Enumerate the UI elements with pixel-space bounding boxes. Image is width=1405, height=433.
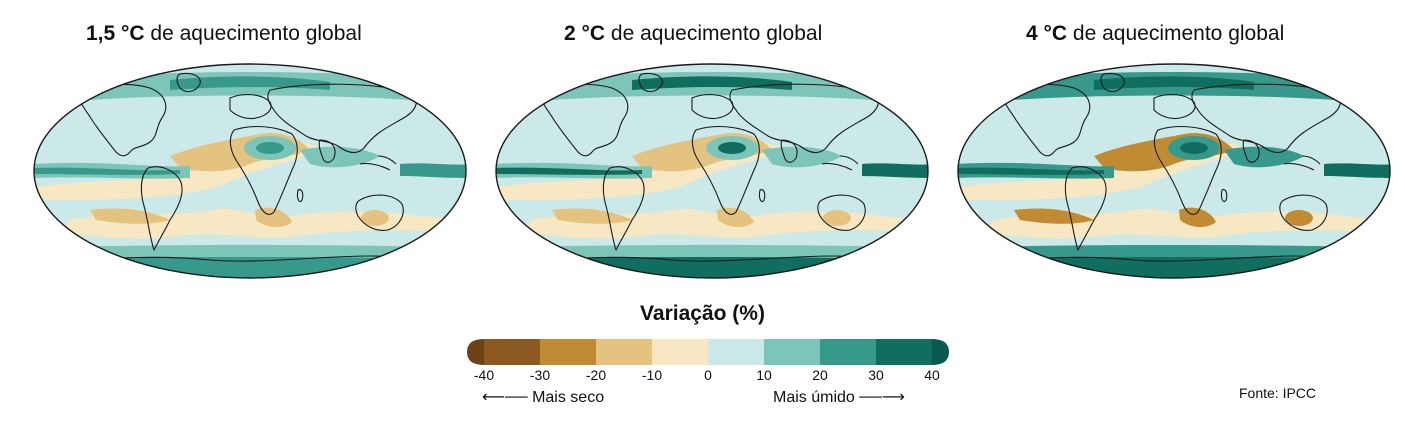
colorbar-tick-label: -30 xyxy=(529,367,551,383)
colorbar-segment xyxy=(820,339,877,365)
colorbar-tick-label: 10 xyxy=(756,367,772,383)
africa-outline xyxy=(691,125,760,215)
india-outline xyxy=(1242,139,1260,163)
south-america-outline xyxy=(602,166,645,251)
map-border xyxy=(495,63,929,279)
madagascar-outline xyxy=(1220,189,1228,203)
drier-label-group: ⟵── Mais seco xyxy=(482,387,604,407)
colorbar-tick-label: -20 xyxy=(585,367,607,383)
map-field xyxy=(496,64,928,278)
dry-zone xyxy=(1014,208,1094,224)
precipitation-map-4c xyxy=(957,63,1391,279)
colorbar-tick-label: 20 xyxy=(812,367,828,383)
north-america-outline xyxy=(78,83,167,157)
wet-band xyxy=(958,167,1104,175)
colorbar-segment xyxy=(764,339,821,365)
madagascar-outline xyxy=(296,189,304,203)
colorbar-tick-label: -40 xyxy=(473,367,495,383)
colorbar-segment xyxy=(484,339,541,365)
dry-zone xyxy=(552,208,632,224)
colorbar-cap-wet xyxy=(932,339,949,365)
wet-zone xyxy=(300,146,380,168)
europe-outline xyxy=(229,93,272,120)
wet-band xyxy=(1324,163,1390,178)
map-title-text: de aquecimento global xyxy=(144,22,362,45)
se-asia-outline xyxy=(1283,155,1321,171)
map-title-1-5c: 1,5 °C de aquecimento global xyxy=(86,22,362,46)
wet-zone xyxy=(1224,146,1304,168)
greenland-outline xyxy=(638,72,663,93)
arrow-left-icon: ⟵── xyxy=(482,389,528,406)
legend-title: Variação (%) xyxy=(640,302,765,325)
dry-zone xyxy=(1285,210,1313,226)
wetter-label-group: Mais úmido ──⟶ xyxy=(773,387,905,407)
map-title-2c: 2 °C de aquecimento global xyxy=(564,22,822,46)
map-field xyxy=(958,64,1390,278)
precipitation-map-2c xyxy=(495,63,929,279)
colorbar-tick-label: -10 xyxy=(641,367,663,383)
greenland-outline xyxy=(1100,72,1125,93)
australia-outline xyxy=(1279,194,1328,231)
africa-outline xyxy=(229,125,298,215)
map-title-temp: 4 °C xyxy=(1026,22,1068,45)
india-outline xyxy=(318,139,336,163)
colorbar-segment xyxy=(540,339,597,365)
north-america-outline xyxy=(540,83,629,157)
dry-zone xyxy=(361,210,389,226)
wetter-label: Mais úmido xyxy=(773,389,855,406)
dry-zone xyxy=(823,210,851,226)
madagascar-outline xyxy=(758,189,766,203)
africa-outline xyxy=(1153,125,1222,215)
map-title-4c: 4 °C de aquecimento global xyxy=(1026,22,1284,46)
colorbar-tick-label: 40 xyxy=(924,367,940,383)
se-asia-outline xyxy=(359,155,397,171)
colorbar-cap-dry xyxy=(467,339,484,365)
wet-band xyxy=(400,163,466,178)
colorbar-segment xyxy=(596,339,653,365)
map-title-text: de aquecimento global xyxy=(605,22,823,45)
wet-band xyxy=(34,167,180,175)
map-border xyxy=(957,63,1391,279)
dry-zone xyxy=(90,208,170,224)
map-field xyxy=(34,64,466,278)
india-outline xyxy=(780,139,798,163)
wet-band xyxy=(496,167,642,175)
arrow-right-icon: ──⟶ xyxy=(859,389,905,406)
map-title-text: de aquecimento global xyxy=(1067,22,1285,45)
wet-zone xyxy=(718,142,746,154)
precipitation-map-1-5c xyxy=(33,63,467,279)
wet-band xyxy=(862,163,928,178)
se-asia-outline xyxy=(821,155,859,171)
europe-outline xyxy=(691,93,734,120)
south-america-outline xyxy=(140,166,183,251)
drier-label: Mais seco xyxy=(532,389,605,406)
greenland-outline xyxy=(176,72,201,93)
wet-zone xyxy=(762,146,842,168)
australia-outline xyxy=(355,194,404,231)
wet-zone xyxy=(256,142,284,154)
colorbar-segment xyxy=(876,339,933,365)
north-america-outline xyxy=(1002,83,1091,157)
map-title-temp: 1,5 °C xyxy=(86,22,145,45)
south-america-outline xyxy=(1064,166,1107,251)
colorbar xyxy=(467,339,949,365)
source-label: Fonte: IPCC xyxy=(1239,385,1317,401)
colorbar-segment xyxy=(652,339,709,365)
colorbar-segment xyxy=(708,339,765,365)
australia-outline xyxy=(817,194,866,231)
map-border xyxy=(33,63,467,279)
europe-outline xyxy=(1153,93,1196,120)
colorbar-tick-label: 30 xyxy=(868,367,884,383)
wet-zone xyxy=(1180,142,1208,154)
colorbar-tick-label: 0 xyxy=(704,367,712,383)
map-title-temp: 2 °C xyxy=(564,22,606,45)
